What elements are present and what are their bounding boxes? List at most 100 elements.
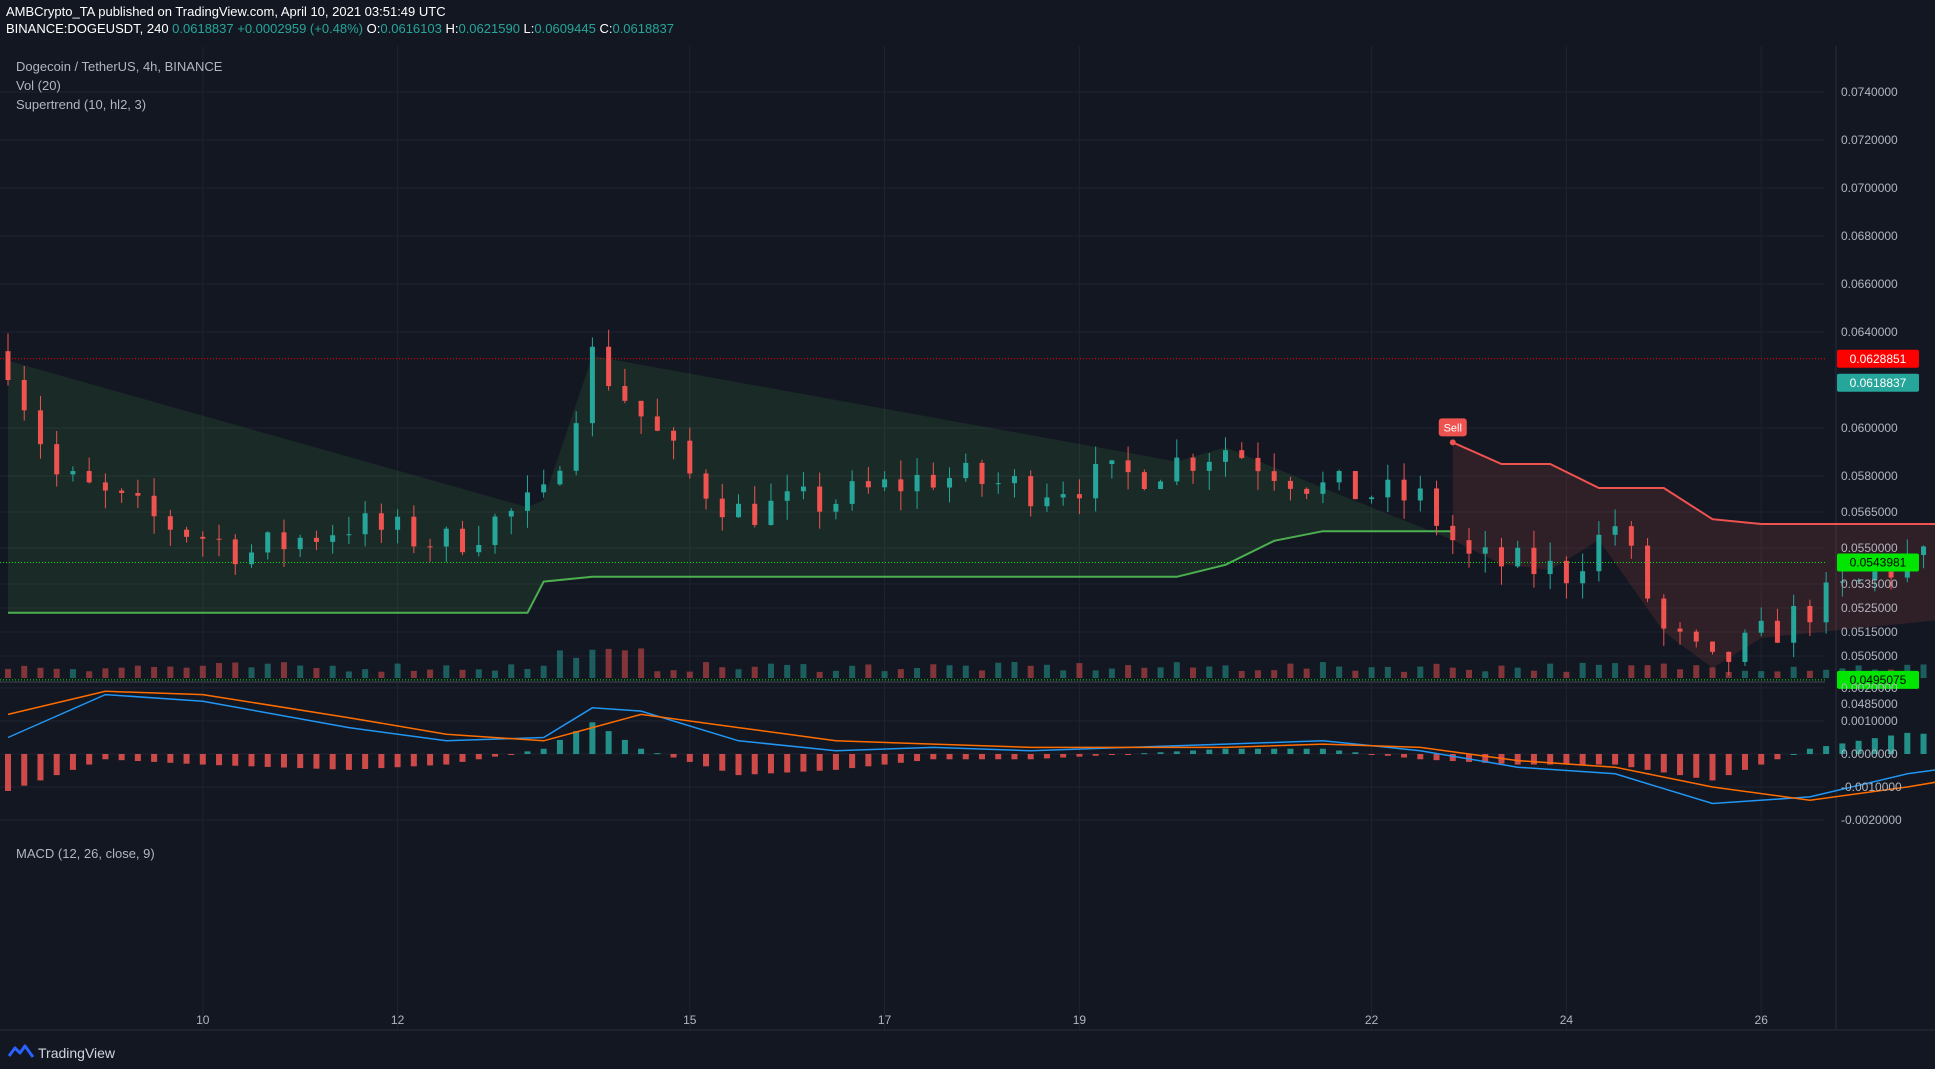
candle-down (54, 444, 60, 475)
volume-bar (1482, 671, 1489, 678)
volume-bar (280, 662, 287, 678)
volume-bar (735, 669, 742, 678)
macd-histogram-bar (1238, 748, 1245, 754)
macd-histogram-bar (1514, 754, 1521, 765)
macd-histogram-bar (751, 754, 758, 775)
macd-histogram-bar (1222, 748, 1229, 754)
candle-up (963, 462, 969, 479)
candle-down (1271, 471, 1277, 481)
volume-bar (329, 665, 336, 678)
candle-down (1774, 620, 1780, 643)
volume-bar (1157, 667, 1164, 678)
candle-up (1223, 450, 1228, 462)
volume-bar (1092, 670, 1099, 678)
price-axis-tick: 0.0515000 (1841, 625, 1898, 639)
macd-histogram-bar (670, 754, 677, 758)
volume-bar (816, 671, 823, 678)
volume-bar (767, 663, 774, 678)
macd-signal-line (7, 690, 1935, 801)
volume-bar (1433, 663, 1440, 678)
volume-bar (232, 662, 239, 678)
macd-macd-line (7, 693, 1935, 805)
candle-up (1921, 546, 1927, 556)
macd-histogram-bar (443, 754, 450, 765)
volume-bar (1660, 663, 1667, 678)
volume-bar (134, 665, 141, 678)
volume-bar (1644, 665, 1651, 678)
volume-bar (881, 671, 888, 678)
candle-up (1872, 571, 1878, 581)
volume-bar (21, 665, 28, 678)
price-axis-tick: 0.0600000 (1841, 421, 1898, 435)
macd-histogram-bar (1384, 754, 1391, 756)
volume-bar (1108, 668, 1115, 678)
candle-up (1060, 494, 1066, 498)
candle-up (265, 532, 271, 553)
macd-histogram-bar (1011, 754, 1018, 760)
macd-histogram-bar (1758, 754, 1765, 765)
macd-histogram-bar (1206, 749, 1213, 754)
volume-bar (1741, 670, 1748, 678)
candle-down (1304, 488, 1310, 494)
macd-histogram-bar (1693, 754, 1700, 778)
macd-histogram-bar (1417, 754, 1424, 760)
volume-bar (1449, 667, 1456, 678)
volume-bar (362, 669, 369, 678)
price-axis-tick: 0.0640000 (1841, 325, 1898, 339)
macd-histogram-bar (1725, 754, 1732, 776)
candle-up (1158, 481, 1164, 489)
macd-histogram-bar (1530, 754, 1537, 765)
price-label-text: 0.0495075 (1850, 673, 1907, 687)
macd-histogram-bar (816, 754, 823, 771)
macd-histogram-bar (1628, 754, 1635, 768)
price-label-box (1837, 553, 1919, 572)
candle-up (784, 491, 790, 501)
candle-up (1482, 547, 1488, 554)
macd-histogram-bar (1644, 754, 1651, 770)
macd-histogram-bar (719, 754, 726, 771)
candle-down (411, 516, 417, 547)
candle-down (865, 481, 871, 488)
macd-histogram-bar (897, 754, 904, 763)
macd-histogram-bar (540, 748, 547, 754)
time-axis-tick: 26 (1755, 1013, 1769, 1027)
candle-down (752, 503, 758, 525)
volume-bar (1709, 667, 1716, 678)
macd-histogram-bar (1823, 746, 1830, 754)
macd-histogram-bar (1060, 754, 1067, 758)
macd-histogram-bar (21, 754, 28, 786)
volume-bar (930, 664, 937, 678)
volume-bar (1417, 666, 1424, 678)
tradingview-logo-icon (8, 1044, 34, 1058)
candle-up (914, 474, 920, 492)
macd-histogram-bar (1839, 743, 1846, 754)
candle-down (638, 400, 644, 417)
macd-histogram-bar (1790, 754, 1797, 755)
macd-histogram-bar (232, 754, 239, 766)
macd-histogram-bar (69, 754, 76, 770)
macd-histogram-bar (118, 754, 125, 761)
price-axis-tick: 0.0525000 (1841, 601, 1898, 615)
candle-down (1450, 525, 1456, 541)
candle-down (719, 498, 725, 518)
price-chart[interactable]: SellBuy0.07400000.07200000.07000000.0680… (0, 46, 1935, 1036)
publication-info: AMBCrypto_TA published on TradingView.co… (6, 4, 446, 19)
candle-down (119, 490, 125, 493)
volume-bar (1173, 662, 1180, 678)
time-axis-tick: 22 (1365, 1013, 1379, 1027)
open-value: 0.0616103 (380, 21, 442, 36)
candle-down (1661, 598, 1667, 629)
macd-histogram-bar (1076, 754, 1083, 757)
candle-down (1693, 631, 1699, 642)
candle-down (671, 430, 677, 441)
volume-bar (1303, 668, 1310, 678)
candle-down (151, 495, 157, 517)
volume-bar (605, 648, 612, 678)
macd-histogram-bar (1677, 754, 1684, 776)
macd-histogram-bar (37, 754, 44, 781)
volume-bar (1384, 666, 1391, 678)
candle-down (1531, 547, 1537, 575)
candle-down (1563, 560, 1569, 584)
macd-histogram-bar (1319, 748, 1326, 754)
candle-up (1758, 620, 1764, 633)
